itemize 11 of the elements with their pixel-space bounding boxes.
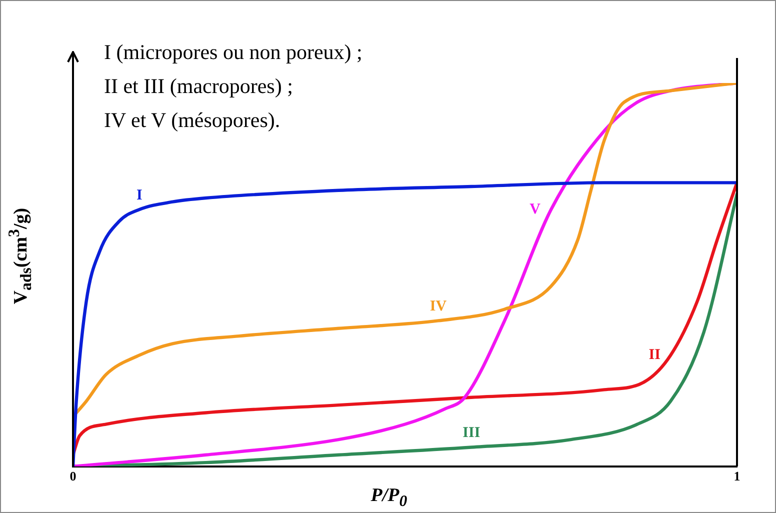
series-label: II <box>648 347 661 364</box>
series-label: V <box>530 201 541 218</box>
series-label: IV <box>430 298 447 315</box>
text: I (micropores ou non poreux) ; <box>104 39 362 66</box>
series-label: I <box>136 187 142 204</box>
x-tick-label: 0 <box>70 468 76 484</box>
annotation: IV et V (mésopores). <box>104 107 282 134</box>
x-axis-title: P/P$_{0}$ <box>370 485 408 511</box>
series-label: III <box>462 425 480 442</box>
annotation: II et III (macropores) ; <box>104 73 294 100</box>
x-tick-label: 1 <box>734 468 740 484</box>
